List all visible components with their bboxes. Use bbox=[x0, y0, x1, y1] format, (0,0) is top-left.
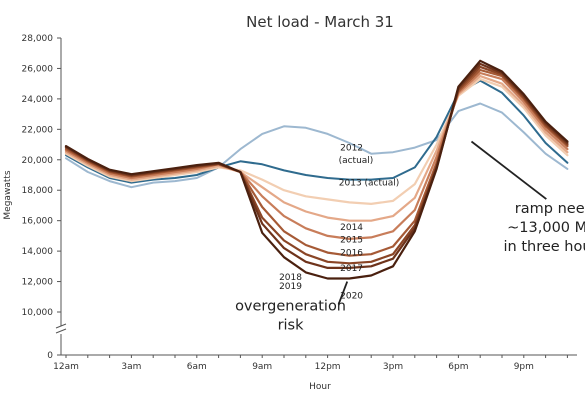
x-tick-label: 6am bbox=[187, 362, 207, 372]
annotations: overgeneration risk ramp need ~13,000 MW in … bbox=[235, 140, 585, 333]
x-tick-label: 3pm bbox=[383, 362, 403, 372]
annotation-text: risk bbox=[278, 317, 305, 333]
series-label: 2013 (actual) bbox=[339, 179, 400, 189]
series-label: 2017 bbox=[340, 264, 363, 274]
annotation-arrow bbox=[337, 281, 349, 305]
series-label: 2019 bbox=[279, 282, 302, 292]
series-line-2012 bbox=[65, 102, 569, 189]
y-tick-label: 20,000 bbox=[22, 156, 54, 166]
x-tick-label: 9am bbox=[252, 362, 272, 372]
series-line-2018 bbox=[64, 65, 569, 265]
series-label: 2018 bbox=[279, 273, 302, 283]
y-tick-label: 24,000 bbox=[22, 95, 54, 105]
y-tick-label: 10,000 bbox=[22, 308, 54, 318]
axes: 28,000 26,000 24,000 22,000 20,000 18,000 16,0… bbox=[22, 34, 577, 372]
series-line-2014 bbox=[64, 77, 569, 205]
x-tick-label: 12am bbox=[53, 362, 79, 372]
y-tick-label: 26,000 bbox=[22, 64, 54, 74]
y-axis-break-mark bbox=[55, 323, 67, 334]
y-tick-label: 18,000 bbox=[22, 186, 54, 196]
x-tick-label: 9pm bbox=[514, 362, 534, 372]
series-label: (actual) bbox=[339, 156, 374, 166]
series-label: 2020 bbox=[340, 291, 363, 301]
y-axis-label: Megawatts bbox=[3, 170, 13, 219]
series-line-2015 bbox=[64, 74, 569, 222]
x-tick-label: 6pm bbox=[448, 362, 468, 372]
chart-title: Net load - March 31 bbox=[246, 13, 394, 31]
y-tick-label: 22,000 bbox=[22, 125, 54, 135]
annotation-text: overgeneration bbox=[235, 298, 346, 314]
series-label: 2014 bbox=[340, 223, 363, 233]
ramp-need-annotation: ramp need ~13,000 MW in three hours bbox=[470, 140, 585, 255]
y-tick-label: 14,000 bbox=[22, 247, 54, 257]
series-label: 2016 bbox=[340, 249, 363, 259]
x-axis-label: Hour bbox=[309, 382, 331, 392]
series-line-2019 bbox=[64, 62, 569, 269]
series-labels: 2012 (actual) 2013 (actual) 2014 2015 2016 201… bbox=[279, 144, 399, 302]
series-lines bbox=[64, 59, 569, 280]
series-line-2013 bbox=[65, 79, 569, 184]
x-tick-label: 3am bbox=[121, 362, 141, 372]
series-label: 2012 bbox=[340, 144, 363, 154]
annotation-text: ramp need bbox=[515, 201, 585, 217]
series-line-2020 bbox=[64, 59, 569, 280]
y-tick-label: 28,000 bbox=[22, 34, 54, 44]
x-tick-label: 12pm bbox=[315, 362, 341, 372]
overgeneration-annotation: overgeneration risk bbox=[235, 281, 349, 333]
y-tick-label: 0 bbox=[47, 351, 53, 361]
annotation-text: ~13,000 MW bbox=[507, 220, 585, 236]
annotation-arrow bbox=[470, 140, 547, 200]
series-line-2017 bbox=[64, 68, 569, 257]
y-tick-label: 12,000 bbox=[22, 278, 54, 288]
series-line-2016 bbox=[64, 71, 569, 240]
annotation-text: in three hours bbox=[504, 239, 585, 255]
y-tick-label: 16,000 bbox=[22, 217, 54, 227]
series-label: 2015 bbox=[340, 236, 363, 246]
